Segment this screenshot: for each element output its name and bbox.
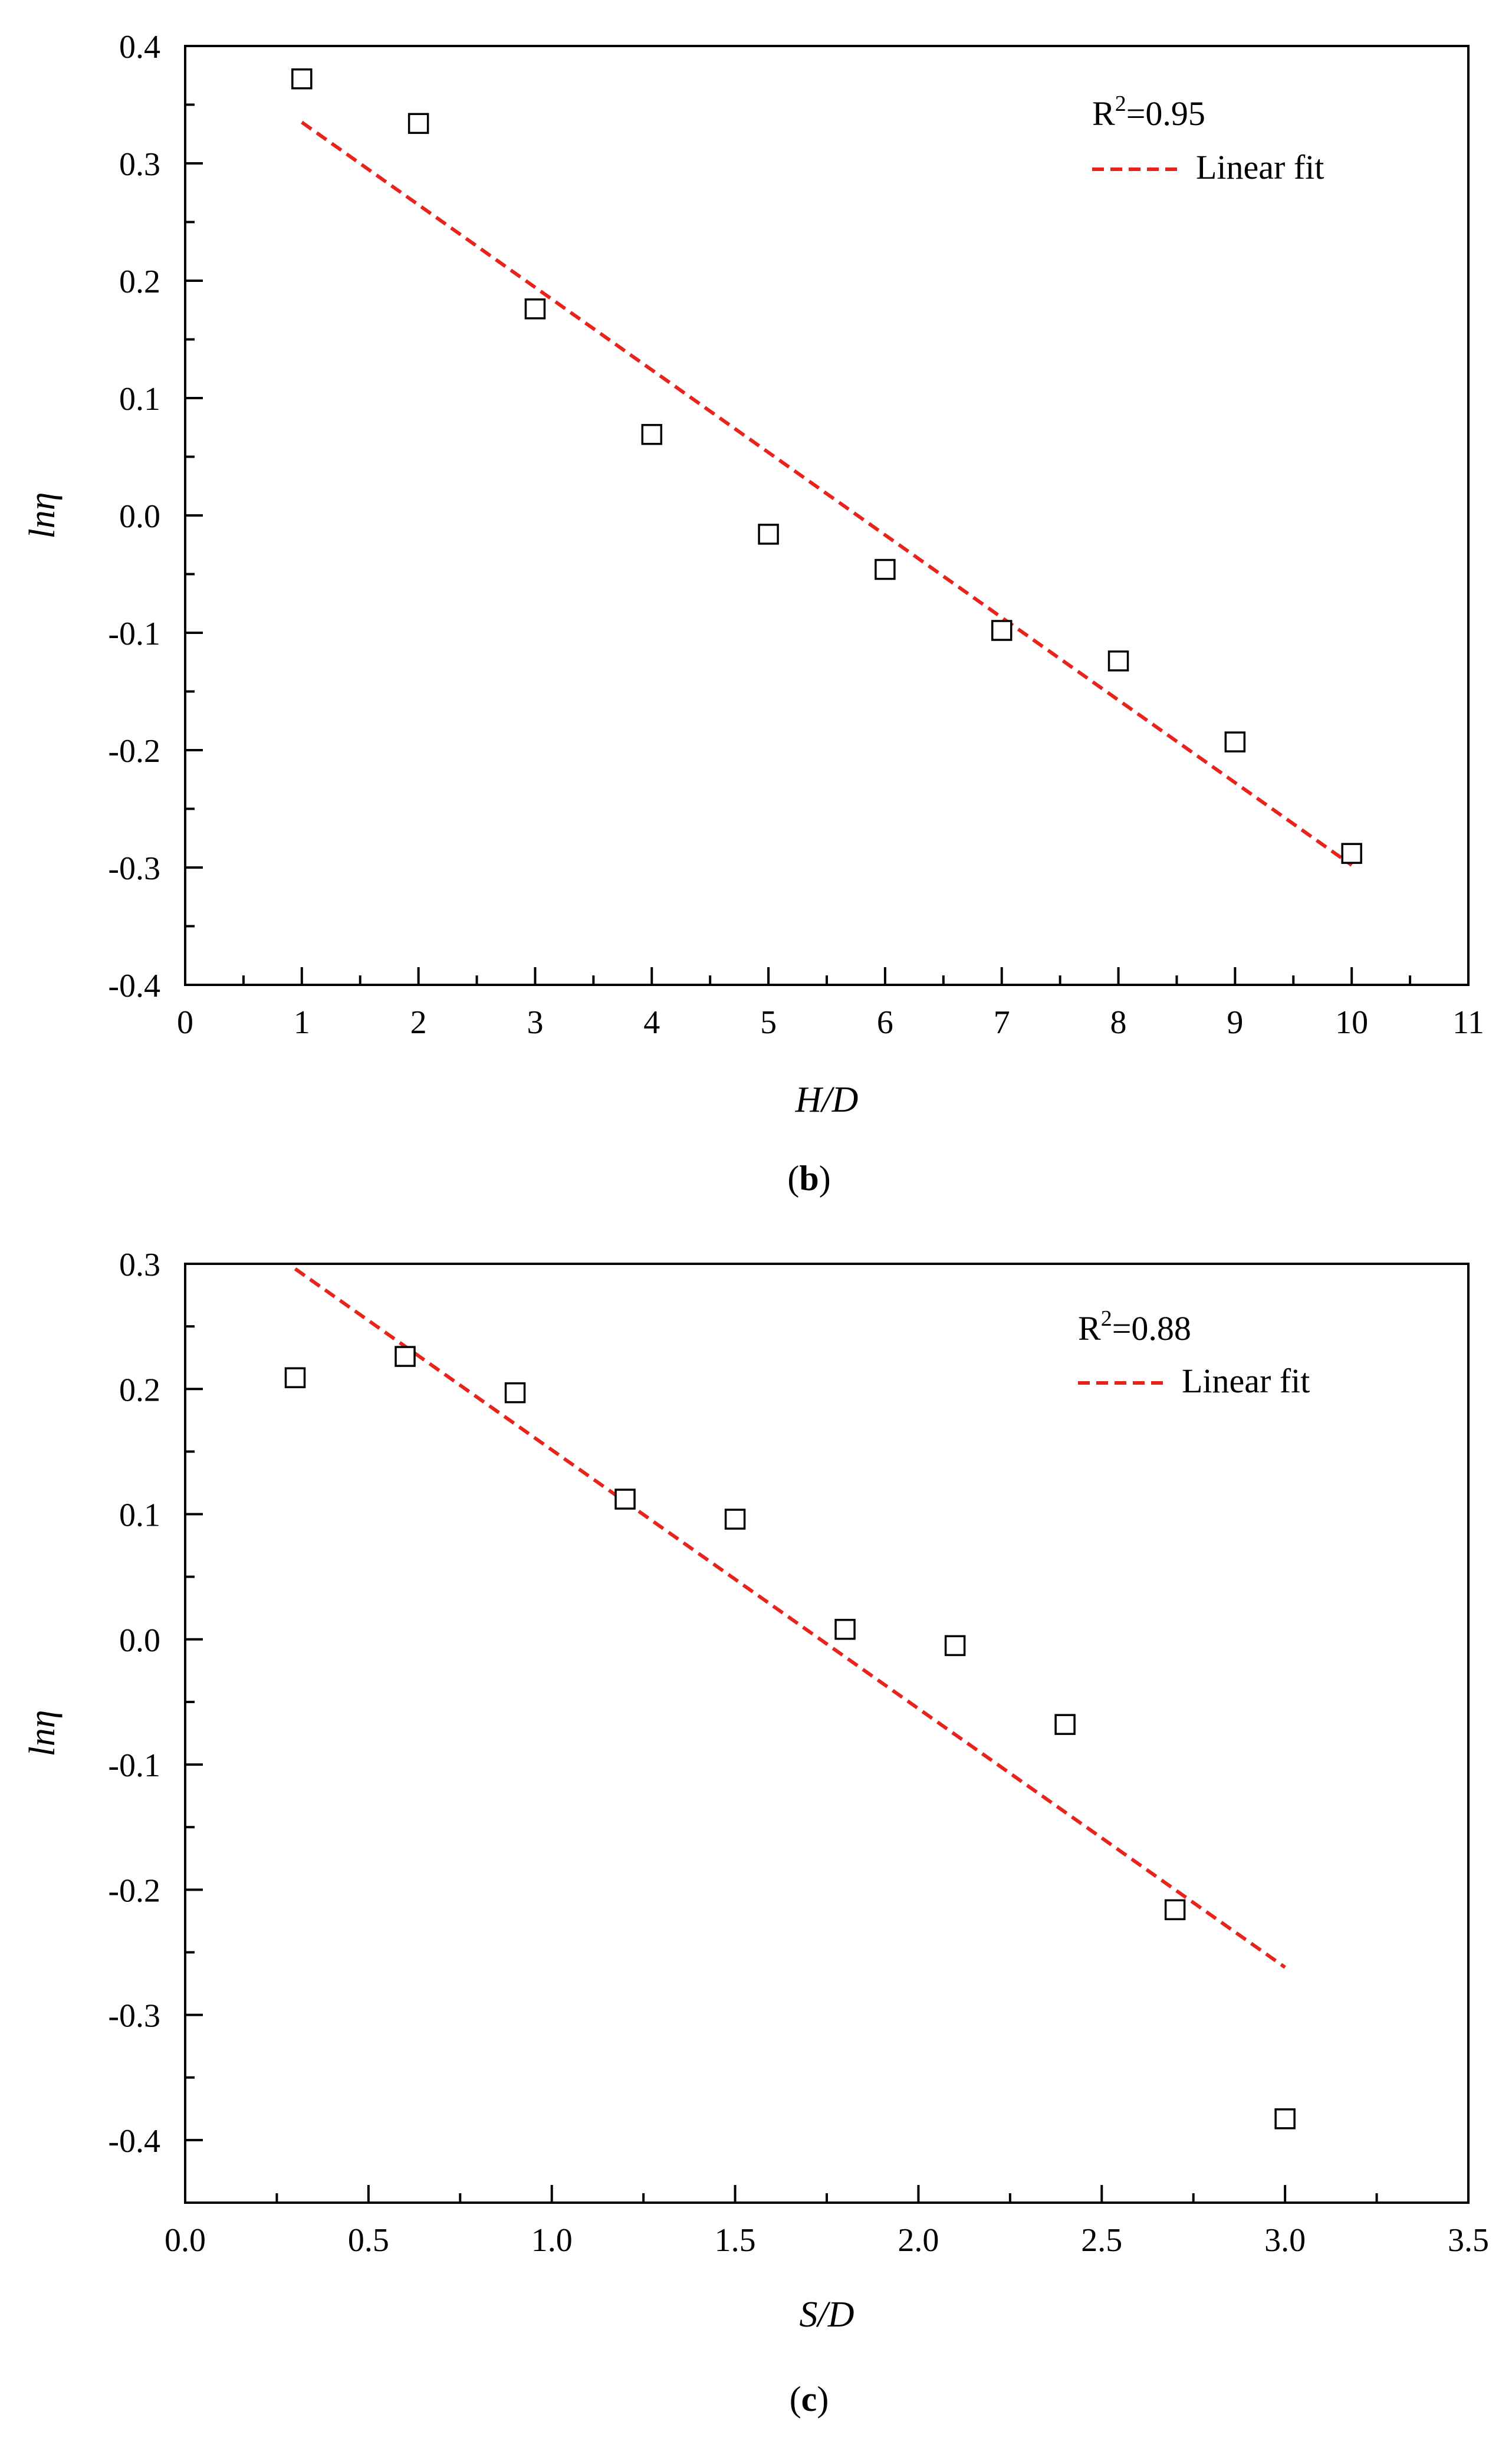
panel-c-data-point <box>395 1346 416 1367</box>
panel-b-y-tick-label: -0.3 <box>108 850 160 887</box>
panel-b-data-point <box>641 423 663 445</box>
panel-b-data-point <box>407 113 429 134</box>
panel-b-data-point <box>1341 843 1362 864</box>
panel-c-linear-fit-line <box>294 1267 1286 1969</box>
panel-c-data-point <box>834 1619 856 1640</box>
panel-b-x-tick-label: 11 <box>1452 1004 1484 1041</box>
panel-b-y-tick-label: 0.3 <box>119 146 160 183</box>
panel-b-panel-label-open: ( <box>787 1159 799 1198</box>
panel-b-linear-fit-line <box>301 120 1353 867</box>
panel-b-y-tick-label: -0.2 <box>108 733 160 770</box>
panel-c-x-tick-label: 1.5 <box>715 2222 756 2259</box>
panel-c-y-tick-label: 0.0 <box>119 1622 160 1659</box>
panel-c-data-point <box>614 1488 636 1510</box>
panel-c-x-tick-label: 0.0 <box>165 2222 206 2259</box>
panel-b-data-point <box>1224 731 1246 753</box>
panel-c-panel-label: (c) <box>790 2380 829 2419</box>
panel-b-r-squared-superscript: 2 <box>1115 91 1126 116</box>
panel-c-y-axis-label: lnη <box>22 1710 63 1757</box>
panel-b-y-tick-label: -0.4 <box>108 968 160 1004</box>
panel-c-data-point <box>1054 1714 1076 1735</box>
panel-c-x-tick-label: 1.0 <box>531 2222 573 2259</box>
panel-c-x-tick-label: 0.5 <box>348 2222 389 2259</box>
panel-b-x-tick-label: 7 <box>994 1004 1010 1041</box>
panel-c-y-tick-label: -0.4 <box>108 2123 160 2160</box>
panel-b-y-axis-label: lnη <box>22 492 63 539</box>
panel-c-x-tick-label: 2.5 <box>1081 2222 1122 2259</box>
panel-b-x-tick-label: 2 <box>410 1004 427 1041</box>
panel-c-r-squared-value: =0.88 <box>1112 1309 1191 1348</box>
panel-b-x-tick-label: 5 <box>760 1004 777 1041</box>
panel-c-data-point <box>724 1509 746 1530</box>
panel-b-data-point <box>291 68 313 90</box>
panel-c-panel-label-letter: c <box>801 2380 817 2419</box>
panel-b-r-squared-value: =0.95 <box>1126 94 1205 133</box>
panel-c-x-tick-label: 3.0 <box>1264 2222 1306 2259</box>
panel-c-x-tick-label: 3.5 <box>1448 2222 1489 2259</box>
panel-b-x-tick-label: 3 <box>527 1004 543 1041</box>
panel-b-r-squared-base: R <box>1092 94 1115 133</box>
panel-b-data-point <box>875 558 896 580</box>
panel-b-data-point <box>524 298 546 320</box>
panel-b-x-tick-label: 10 <box>1335 1004 1368 1041</box>
panel-c-panel-label-open: ( <box>790 2380 801 2419</box>
panel-b-x-tick-label: 1 <box>294 1004 310 1041</box>
panel-c-r-squared-base: R <box>1078 1309 1101 1348</box>
panel-c-plot-frame <box>184 1263 1470 2204</box>
panel-c-data-point <box>284 1367 306 1388</box>
panel-b-y-tick-label: 0.1 <box>119 381 160 418</box>
panel-c-y-tick-label: -0.2 <box>108 1872 160 1909</box>
panel-c-data-point <box>504 1382 526 1404</box>
panel-b-x-tick-label: 6 <box>877 1004 893 1041</box>
panel-c-y-tick-label: 0.2 <box>119 1372 160 1408</box>
panel-c-chart: 0.0 0.5 1.0 1.5 2.0 2.5 3.0 3.5 -0.4 -0.3 -0.2 -0.1… <box>22 1247 1489 2419</box>
panel-b-x-tick-label: 8 <box>1110 1004 1127 1041</box>
panel-b-y-tick-label: 0.0 <box>119 498 160 535</box>
panel-c-y-tick-label: -0.3 <box>108 1998 160 2035</box>
panel-b-x-tick-label: 0 <box>177 1004 193 1041</box>
panel-c-x-axis-label: S/D <box>800 2295 854 2335</box>
panel-c-data-point <box>1164 1899 1186 1921</box>
panel-b-data-point <box>1107 650 1129 672</box>
panel-b-plot-frame <box>184 45 1470 986</box>
panel-c-data-point <box>1274 2108 1296 2130</box>
panel-c-y-tick-label: 0.1 <box>119 1497 160 1534</box>
panel-c-y-tick-label: -0.1 <box>108 1747 160 1784</box>
panel-b-y-tick-label: 0.4 <box>119 29 160 65</box>
panel-c-r-squared-label: R2=0.88 <box>1078 1306 1191 1348</box>
panel-b-data-point <box>991 620 1013 641</box>
panel-b-x-tick-label: 9 <box>1227 1004 1243 1041</box>
panel-b-chart: 0 1 2 3 4 5 6 7 8 9 10 11 -0.4 -0.3 -0.2 -0.1 0.0 0.1 0.2 0… <box>22 29 1484 1198</box>
panel-b-legend-label: Linear fit <box>1196 148 1324 186</box>
panel-b-y-tick-label: 0.2 <box>119 264 160 300</box>
panel-b-panel-label: (b) <box>787 1159 830 1198</box>
panel-c-data-point <box>944 1635 966 1657</box>
panel-b-data-point <box>758 524 779 545</box>
panel-b-panel-label-close: ) <box>819 1159 831 1198</box>
panel-b-panel-label-letter: b <box>799 1159 819 1198</box>
panel-c-panel-label-close: ) <box>817 2380 829 2419</box>
panel-b-x-tick-label: 4 <box>643 1004 660 1041</box>
panel-c-x-tick-label: 2.0 <box>898 2222 939 2259</box>
panel-b-y-tick-label: -0.1 <box>108 616 160 652</box>
panel-b-x-axis-label: H/D <box>795 1080 859 1120</box>
panel-b-r-squared-label: R2=0.95 <box>1092 91 1205 133</box>
panel-c-legend-label: Linear fit <box>1182 1362 1310 1400</box>
panel-c-r-squared-superscript: 2 <box>1101 1306 1112 1331</box>
panel-c-y-tick-label: 0.3 <box>119 1247 160 1283</box>
